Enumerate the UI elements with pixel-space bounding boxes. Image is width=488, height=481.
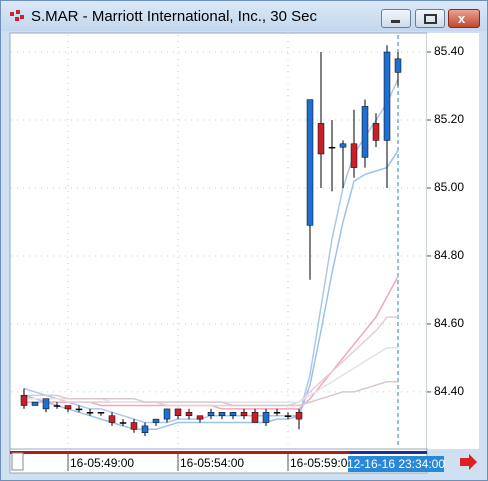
candle-body xyxy=(130,422,138,430)
y-tick-label: 85.20 xyxy=(434,112,464,126)
y-axis-area xyxy=(427,33,479,449)
candle-body xyxy=(108,415,116,423)
candle-body xyxy=(75,408,83,411)
candle-body xyxy=(229,412,237,416)
window-title: S.MAR - Marriott International, Inc., 30… xyxy=(31,8,317,25)
candle-body xyxy=(394,58,402,73)
candle-body xyxy=(339,143,347,148)
candle-body xyxy=(53,405,61,407)
cursor-label-bg xyxy=(348,456,444,472)
candle-body xyxy=(31,401,39,406)
cursor-label: 12-16-16 23:34:00 xyxy=(347,457,445,471)
candle-body xyxy=(372,123,380,141)
candle-body xyxy=(284,415,292,417)
candle-body xyxy=(42,398,50,410)
candle-body xyxy=(97,412,105,414)
time-bar xyxy=(10,451,350,454)
candle-body xyxy=(317,123,325,155)
moving-average-line xyxy=(24,316,398,407)
candle-body xyxy=(86,412,94,414)
y-tick-label: 85.40 xyxy=(434,44,464,58)
y-tick-label: 84.40 xyxy=(434,384,464,398)
candle-body xyxy=(20,395,28,406)
title-bar: S.MAR - Marriott International, Inc., 30… xyxy=(1,1,487,31)
candle-body xyxy=(295,412,303,420)
candle-body xyxy=(141,425,149,433)
candle-body xyxy=(152,418,160,423)
candle-body xyxy=(251,412,259,423)
minimize-button[interactable] xyxy=(381,9,411,28)
scroll-arrow[interactable] xyxy=(460,454,477,470)
plot-area xyxy=(9,32,428,450)
candle-body xyxy=(64,405,72,410)
candle-body xyxy=(174,408,182,416)
y-tick-label: 84.60 xyxy=(434,316,464,330)
candle-body xyxy=(306,99,314,226)
candle-body xyxy=(207,412,215,416)
app-icon xyxy=(10,10,24,21)
y-tick-label: 85.00 xyxy=(434,180,464,194)
candle-body xyxy=(218,412,226,416)
moving-average-line xyxy=(24,380,398,407)
candle-body xyxy=(273,412,281,414)
candle-body xyxy=(328,146,336,149)
y-tick-label: 84.80 xyxy=(434,248,464,262)
candle-body xyxy=(185,412,193,416)
close-button[interactable]: x xyxy=(448,9,480,28)
candle-body xyxy=(361,106,369,158)
maximize-button[interactable] xyxy=(415,9,445,28)
x-tick-label: 16-05:59:00 xyxy=(290,456,354,470)
candle-body xyxy=(262,412,270,423)
time-bar xyxy=(350,451,427,454)
moving-average-line xyxy=(23,150,399,431)
candle-body xyxy=(163,408,171,420)
candle-body xyxy=(383,51,391,141)
x-tick-label: 16-05:49:00 xyxy=(70,456,134,470)
candle-body xyxy=(240,412,248,416)
candle-body xyxy=(350,143,358,168)
candle-body xyxy=(119,422,127,424)
candle-body xyxy=(196,415,204,420)
scroll-box[interactable] xyxy=(11,452,24,471)
x-tick-label: 16-05:54:00 xyxy=(180,456,244,470)
